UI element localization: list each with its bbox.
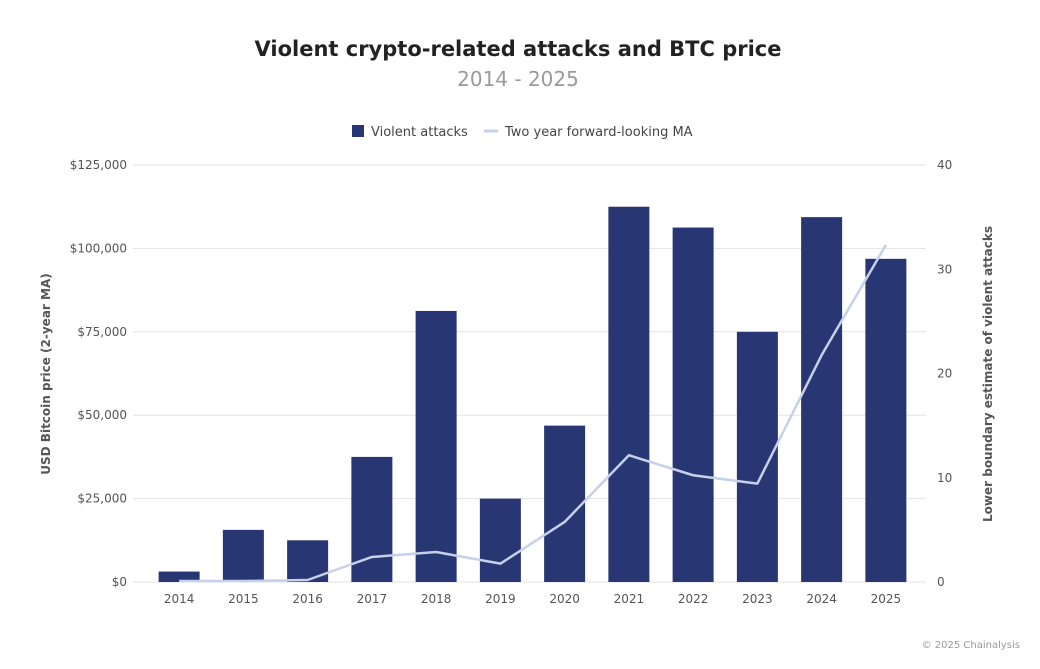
bar — [222, 529, 264, 582]
x-tick-label: 2024 — [806, 592, 837, 606]
right-axis-title: Lower boundary estimate of violent attac… — [981, 226, 995, 522]
left-tick-label: $0 — [112, 575, 127, 589]
right-tick-label: 10 — [937, 471, 952, 485]
right-axis-ticks: 0 10 20 30 40 — [937, 158, 952, 589]
x-tick-label: 2016 — [292, 592, 323, 606]
bar — [608, 206, 650, 582]
bar — [158, 571, 200, 582]
bar — [415, 310, 457, 582]
left-tick-label: $50,000 — [77, 408, 127, 422]
right-tick-label: 0 — [937, 575, 945, 589]
x-tick-label: 2023 — [742, 592, 773, 606]
legend-label-ma: Two year forward-looking MA — [504, 125, 693, 140]
x-tick-label: 2014 — [164, 592, 195, 606]
left-axis-ticks: $0 $25,000 $50,000 $75,000 $100,000 $125,000 — [70, 158, 127, 589]
x-tick-label: 2025 — [871, 592, 902, 606]
chart-title: Violent crypto-related attacks and BTC p… — [255, 37, 782, 61]
left-tick-label: $25,000 — [77, 492, 127, 506]
left-tick-label: $75,000 — [77, 325, 127, 339]
right-tick-label: 30 — [937, 262, 952, 276]
right-tick-label: 20 — [937, 367, 952, 381]
right-tick-label: 40 — [937, 158, 952, 172]
bar — [479, 498, 521, 582]
line-series — [179, 244, 887, 583]
x-tick-label: 2020 — [549, 592, 580, 606]
x-tick-label: 2017 — [357, 592, 388, 606]
ma-line — [179, 244, 887, 583]
bar — [865, 258, 907, 582]
bar — [672, 227, 714, 583]
chart-subtitle: 2014 - 2025 — [457, 67, 579, 91]
left-tick-label: $125,000 — [70, 158, 127, 172]
bar — [801, 217, 843, 582]
x-tick-label: 2021 — [614, 592, 645, 606]
x-tick-label: 2022 — [678, 592, 709, 606]
x-tick-label: 2015 — [228, 592, 259, 606]
left-axis-title: USD Bitcoin price (2-year MA) — [39, 273, 53, 474]
legend: Violent attacks Two year forward-looking… — [352, 125, 693, 140]
legend-label-violent-attacks: Violent attacks — [371, 125, 468, 140]
copyright-text: © 2025 Chainalysis — [922, 640, 1020, 651]
left-tick-label: $100,000 — [70, 241, 127, 255]
gridlines — [133, 164, 926, 583]
x-axis-ticks: 2014 2015 2016 2017 2018 2019 2020 2021 2022 2023… — [164, 592, 901, 606]
legend-swatch-violent-attacks — [352, 125, 364, 137]
x-tick-label: 2019 — [485, 592, 516, 606]
bar-series — [158, 206, 907, 583]
x-tick-label: 2018 — [421, 592, 452, 606]
bar — [544, 425, 586, 582]
